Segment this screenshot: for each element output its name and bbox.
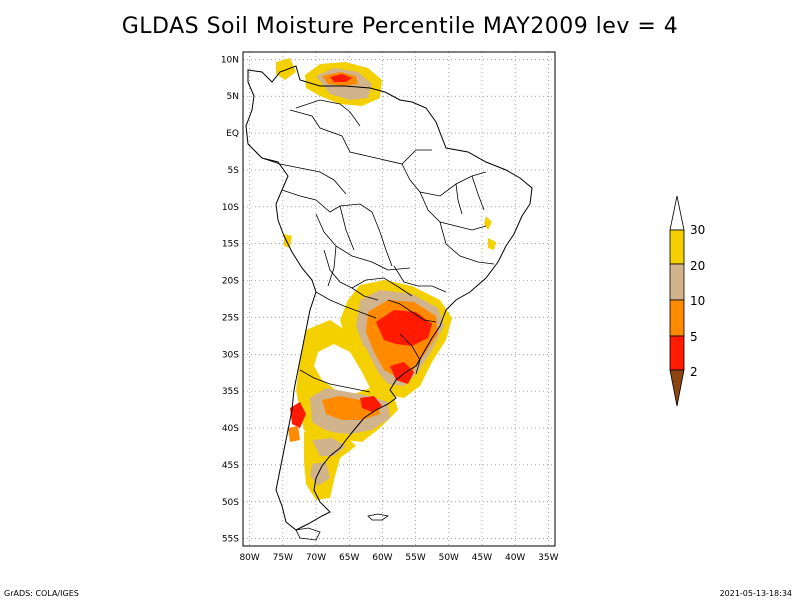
country-borders <box>261 99 495 393</box>
lon-tick-label: 40W <box>505 553 525 563</box>
colorbar-label-20: 20 <box>690 259 705 273</box>
shade-chile-orange <box>288 426 300 442</box>
shade-pat-tan <box>312 438 346 456</box>
footer-credit: GrADS: COLA/IGES <box>4 589 79 598</box>
map-title: GLDAS Soil Moisture Percentile MAY2009 l… <box>121 14 679 39</box>
colorbar-swatch-tan <box>669 263 685 301</box>
colorbar-swatch-yellow <box>669 229 685 265</box>
lat-tick-label: 20S <box>222 277 239 287</box>
colorbar-label-2: 2 <box>690 365 698 379</box>
lat-tick-label: 10S <box>222 203 239 213</box>
shade-ne-yellow2 <box>488 238 496 250</box>
lat-tick-label: 10N <box>221 55 239 65</box>
shade-southbr-red <box>376 310 432 346</box>
shade-uruguay-red <box>390 362 414 384</box>
lat-tick-label: 40S <box>222 424 239 434</box>
shade-ne-yellow <box>484 216 492 230</box>
map-panel: 80W 75W 70W 65W 60W 55W 50W 45W 40W 35W 10N 5N EQ 5S… <box>221 51 559 563</box>
lon-tick-label: 55W <box>405 553 425 563</box>
lat-tick-label: 35S <box>222 387 239 397</box>
colorbar: 30 20 10 5 2 <box>669 195 705 407</box>
footer-timestamp: 2021-05-13-18:34 <box>719 589 792 598</box>
shade-bo-yellow <box>284 234 292 248</box>
lon-tick-label: 75W <box>273 553 293 563</box>
lat-tick-label: 5N <box>227 92 239 102</box>
lat-tick-label: 45S <box>222 461 239 471</box>
colorbar-label-10: 10 <box>690 294 705 308</box>
south-america-coastline <box>245 65 533 531</box>
colorbar-swatch-red <box>669 335 685 371</box>
shade-pat-tan2 <box>310 462 330 486</box>
lat-tick-label: 55S <box>222 535 239 545</box>
shade-arg-red <box>360 396 382 412</box>
lon-tick-label: 60W <box>372 553 392 563</box>
latitude-tick-labels: 10N 5N EQ 5S 10S 15S 20S 25S 30S 35S 40S 45S 50S 55S <box>221 55 239 544</box>
lon-tick-label: 50W <box>439 553 459 563</box>
longitude-tick-labels: 80W 75W 70W 65W 60W 55W 50W 45W 40W 35W <box>239 553 558 563</box>
lat-tick-label: EQ <box>226 129 239 139</box>
lon-tick-label: 65W <box>339 553 359 563</box>
colorbar-label-5: 5 <box>690 330 698 344</box>
lon-tick-label: 70W <box>306 553 326 563</box>
falklands <box>367 513 390 521</box>
tierra-del-fuego <box>295 527 321 541</box>
lat-tick-label: 25S <box>222 313 239 323</box>
lat-tick-label: 30S <box>222 350 239 360</box>
shade-arg-white1 <box>314 344 370 394</box>
lon-tick-label: 35W <box>538 553 558 563</box>
lat-tick-label: 15S <box>222 240 239 250</box>
lon-tick-label: 80W <box>239 553 259 563</box>
shade-chile-red <box>290 402 306 428</box>
lat-tick-label: 5S <box>228 166 240 176</box>
shade-venezuela-red <box>330 74 352 82</box>
colorbar-swatch-orange <box>669 299 685 337</box>
lon-tick-label: 45W <box>472 553 492 563</box>
colorbar-bottom-arrow <box>669 369 685 407</box>
shade-colombia-yellow <box>276 58 296 80</box>
lat-tick-label: 50S <box>222 498 239 508</box>
percentile-shading <box>276 58 496 500</box>
colorbar-top-arrow <box>669 195 685 231</box>
colorbar-label-30: 30 <box>690 223 705 237</box>
